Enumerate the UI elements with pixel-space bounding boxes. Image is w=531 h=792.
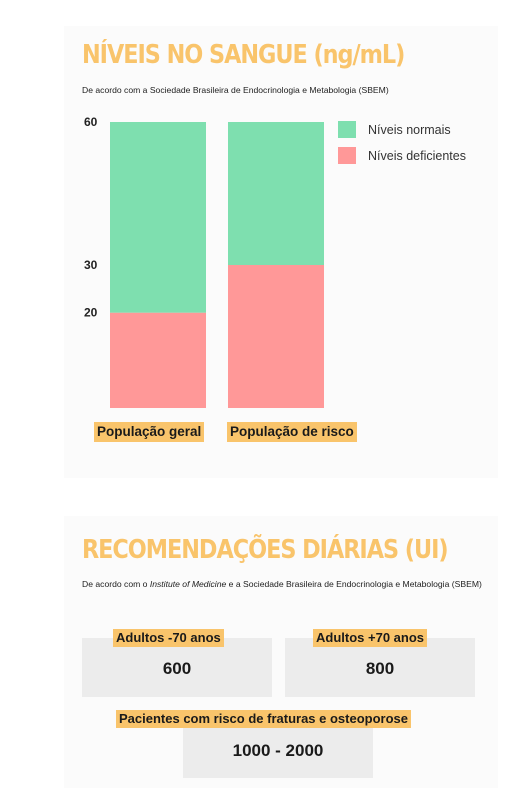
section-subtitle-daily-recommendations: De acordo com o Institute of Medicine e … [82,579,482,590]
recommendation-box-fracture-risk: 1000 - 2000 [183,719,373,778]
y-tick-label: 30 [84,258,98,272]
y-tick-label: 20 [84,306,98,320]
legend-item-niveis-normais: Níveis normais [338,121,451,138]
recommendation-value: 800 [365,659,395,678]
recommendation-label-fracture-risk: Pacientes com risco de fraturas e osteop… [116,710,411,728]
section-title-blood-levels: NÍVEIS NO SANGUE (ng/mL) [82,40,405,70]
section-title-daily-recommendations: RECOMENDAÇÕES DIÁRIAS (UI) [82,535,449,565]
section-subtitle-blood-levels: De acordo com a Sociedade Brasileira de … [82,85,389,95]
legend-item-niveis-deficientes: Níveis deficientes [338,147,466,164]
legend-label: Níveis normais [368,122,451,137]
legend-swatch [338,121,356,138]
recommendation-label-under-70: Adultos -70 anos [113,629,224,647]
subtitle-prefix: De acordo com o [82,579,150,589]
category-label-populacao-de-risco: População de risco [227,422,357,442]
y-tick-label: 60 [84,115,98,129]
subtitle-suffix: e a Sociedade Brasileira de Endocrinolog… [226,579,482,589]
legend-swatch [338,147,356,164]
recommendation-value: 1000 - 2000 [232,741,324,760]
recommendation-box-under-70: 600 [82,638,272,697]
bar-populacao-geral-niveis-deficientes [110,312,206,408]
bar-populacao-de-risco-niveis-normais [228,122,324,265]
recommendation-value: 600 [162,659,192,678]
bar-populacao-geral-niveis-normais [110,122,206,313]
recommendation-label-over-70: Adultos +70 anos [313,629,427,647]
recommendation-box-over-70: 800 [285,638,475,697]
stacked-bar-chart: 20 30 60 [84,115,324,408]
legend-label: Níveis deficientes [368,148,466,163]
bar-populacao-de-risco-niveis-deficientes [228,265,324,408]
category-label-populacao-geral: População geral [94,422,205,442]
subtitle-institute: Institute of Medicine [149,579,227,589]
